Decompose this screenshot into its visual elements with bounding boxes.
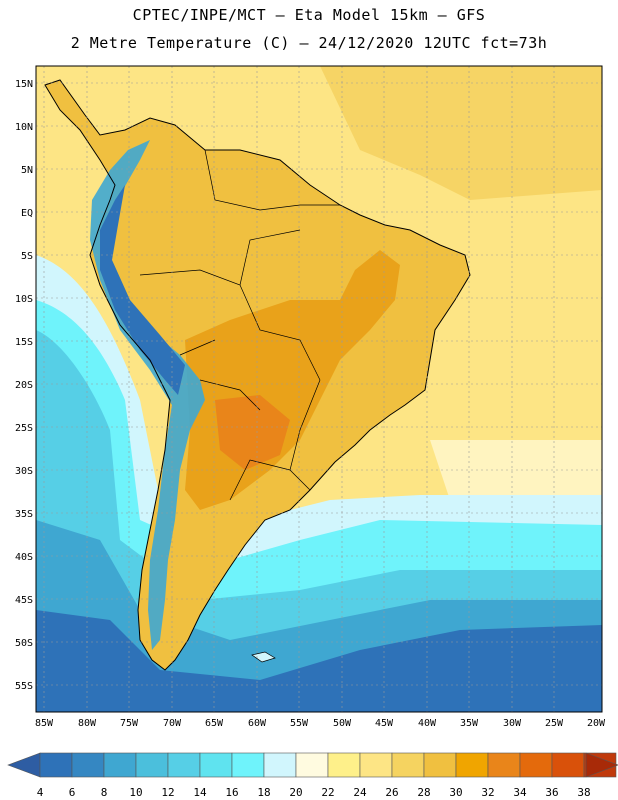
colorbar-swatch <box>199 752 233 778</box>
map-field <box>36 66 602 712</box>
graticule <box>36 66 602 712</box>
colorbar-swatch <box>327 752 361 778</box>
lon-label: 70W <box>163 718 182 729</box>
colorbar-label: 30 <box>449 786 462 799</box>
lat-label: EQ <box>21 208 33 219</box>
lat-label: 15N <box>15 79 33 90</box>
lat-label: 10S <box>15 294 33 305</box>
colorbar-swatch <box>487 752 521 778</box>
colorbar-swatch <box>135 752 169 778</box>
lon-label: 65W <box>205 718 224 729</box>
title-line-1: CPTEC/INPE/MCT – Eta Model 15km – GFS <box>132 6 486 24</box>
colorbar-label: 36 <box>545 786 558 799</box>
lat-label: 25S <box>15 423 33 434</box>
field-andes-ridge <box>90 140 205 650</box>
title-line-2: 2 Metre Temperature (C) – 24/12/2020 12U… <box>70 34 548 52</box>
colorbar-swatch <box>103 752 137 778</box>
colorbar-label: 38 <box>577 786 590 799</box>
map-frame <box>35 65 603 713</box>
lon-label: 40W <box>418 718 437 729</box>
lon-label: 25W <box>545 718 564 729</box>
colorbar: 4 6 8 10 12 14 16 18 20 22 24 26 28 30 3… <box>7 752 618 799</box>
lat-label: 50S <box>15 638 33 649</box>
colorbar-label: 12 <box>161 786 174 799</box>
lat-label: 10N <box>15 122 33 133</box>
colorbar-label: 26 <box>385 786 398 799</box>
colorbar-label: 34 <box>513 786 527 799</box>
falkland-islands <box>251 651 276 663</box>
colorbar-high-arrow <box>585 752 618 778</box>
colorbar-swatch <box>359 752 393 778</box>
colorbar-swatch <box>423 752 457 778</box>
lon-label: 75W <box>120 718 139 729</box>
colorbar-swatch <box>39 752 73 778</box>
lat-label: 40S <box>15 552 33 563</box>
lon-label: 80W <box>78 718 97 729</box>
colorbar-label: 24 <box>353 786 367 799</box>
lat-label: 15S <box>15 337 33 348</box>
colorbar-swatch <box>71 752 105 778</box>
colorbar-swatch <box>391 752 425 778</box>
field-hottest-zone <box>215 395 290 470</box>
field-north-band <box>320 66 602 200</box>
lon-label: 45W <box>375 718 394 729</box>
colorbar-swatch <box>295 752 329 778</box>
lon-label: 20W <box>587 718 606 729</box>
field-cold-ocean <box>36 610 602 712</box>
lat-label: 45S <box>15 595 33 606</box>
lon-label: 55W <box>290 718 309 729</box>
colorbar-boxes <box>39 752 617 778</box>
colorbar-label: 14 <box>193 786 207 799</box>
colorbar-low-arrow <box>7 752 41 778</box>
colorbar-label: 4 <box>37 786 44 799</box>
colorbar-label: 32 <box>481 786 494 799</box>
colorbar-label: 16 <box>225 786 238 799</box>
colorbar-label: 10 <box>129 786 142 799</box>
colorbar-swatch <box>519 752 553 778</box>
colorbar-label: 8 <box>101 786 108 799</box>
colorbar-label: 20 <box>289 786 302 799</box>
country-borders <box>139 149 340 501</box>
longitude-labels: 85W 80W 75W 70W 65W 60W 55W 50W 45W 40W … <box>35 718 606 729</box>
lon-label: 85W <box>35 718 54 729</box>
colorbar-label: 6 <box>69 786 76 799</box>
lat-label: 5S <box>21 251 33 262</box>
colorbar-label: 18 <box>257 786 270 799</box>
lat-label: 5N <box>21 165 33 176</box>
lat-label: 20S <box>15 380 33 391</box>
coastline <box>44 79 471 671</box>
lat-label: 55S <box>15 681 33 692</box>
colorbar-swatch <box>263 752 297 778</box>
lon-label: 50W <box>333 718 352 729</box>
lon-label: 30W <box>503 718 522 729</box>
colorbar-swatch <box>231 752 265 778</box>
lat-label: 35S <box>15 509 33 520</box>
lon-label: 60W <box>248 718 267 729</box>
colorbar-swatch <box>167 752 201 778</box>
colorbar-swatch <box>455 752 489 778</box>
lon-label: 35W <box>460 718 479 729</box>
colorbar-label: 28 <box>417 786 430 799</box>
colorbar-label: 22 <box>321 786 334 799</box>
latitude-labels: 15N 10N 5N EQ 5S 10S 15S 20S 25S 30S 35S… <box>15 79 33 692</box>
colorbar-swatch <box>551 752 585 778</box>
lat-label: 30S <box>15 466 33 477</box>
field-andes-cold-core <box>100 185 185 395</box>
